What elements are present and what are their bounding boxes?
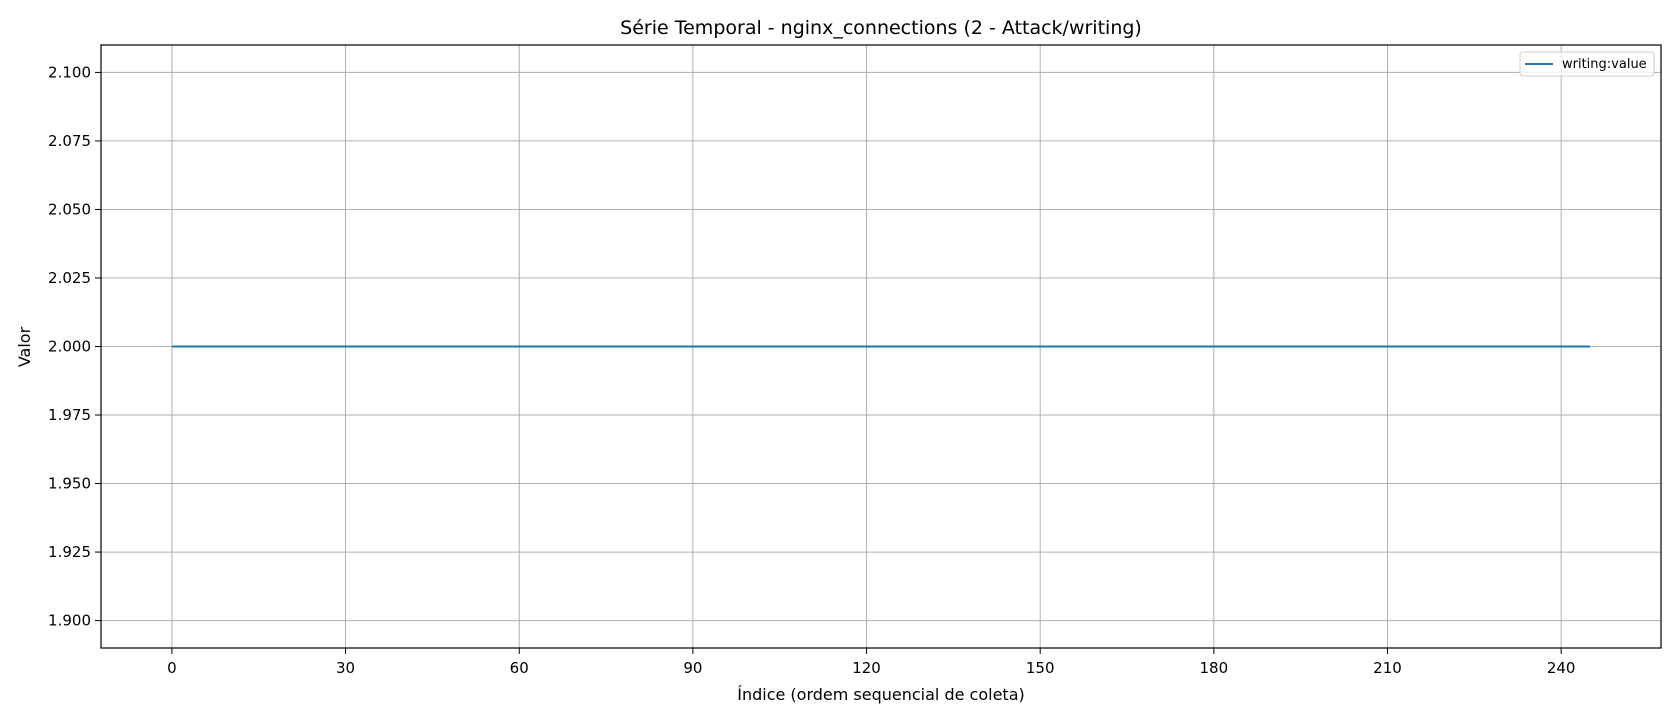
x-tick-label: 90 — [683, 659, 702, 677]
x-tick-label: 120 — [852, 659, 881, 677]
y-tick-label: 2.075 — [48, 132, 91, 150]
x-tick-label: 60 — [510, 659, 529, 677]
x-tick-label: 240 — [1547, 659, 1576, 677]
y-tick-label: 2.100 — [48, 63, 91, 81]
y-tick-label: 1.925 — [48, 543, 91, 561]
y-tick-label: 2.025 — [48, 269, 91, 287]
legend-box — [1519, 51, 1655, 77]
x-tick-label: 30 — [336, 659, 355, 677]
y-tick-label: 2.000 — [48, 338, 91, 356]
x-tick-label: 150 — [1026, 659, 1055, 677]
x-tick-label: 180 — [1200, 659, 1229, 677]
y-axis-label: Valor — [15, 326, 34, 367]
legend-label: writing:value — [1562, 57, 1647, 72]
y-axis-ticks: 1.900 1.925 1.950 1.975 2.000 2.025 2.050 2.075… — [48, 63, 101, 630]
x-tick-label: 210 — [1373, 659, 1402, 677]
y-tick-label: 2.050 — [48, 200, 91, 218]
x-axis-ticks: 0 30 60 90 120 150 180 210 240 — [167, 648, 1575, 677]
y-tick-label: 1.975 — [48, 406, 91, 424]
y-tick-label: 1.950 — [48, 475, 91, 493]
chart-title: Série Temporal - nginx_connections (2 - … — [620, 17, 1142, 39]
y-tick-label: 1.900 — [48, 612, 91, 630]
x-axis-label: Índice (ordem sequencial de coleta) — [737, 685, 1025, 704]
legend: writing:value — [1519, 51, 1655, 77]
x-tick-label: 0 — [167, 659, 177, 677]
